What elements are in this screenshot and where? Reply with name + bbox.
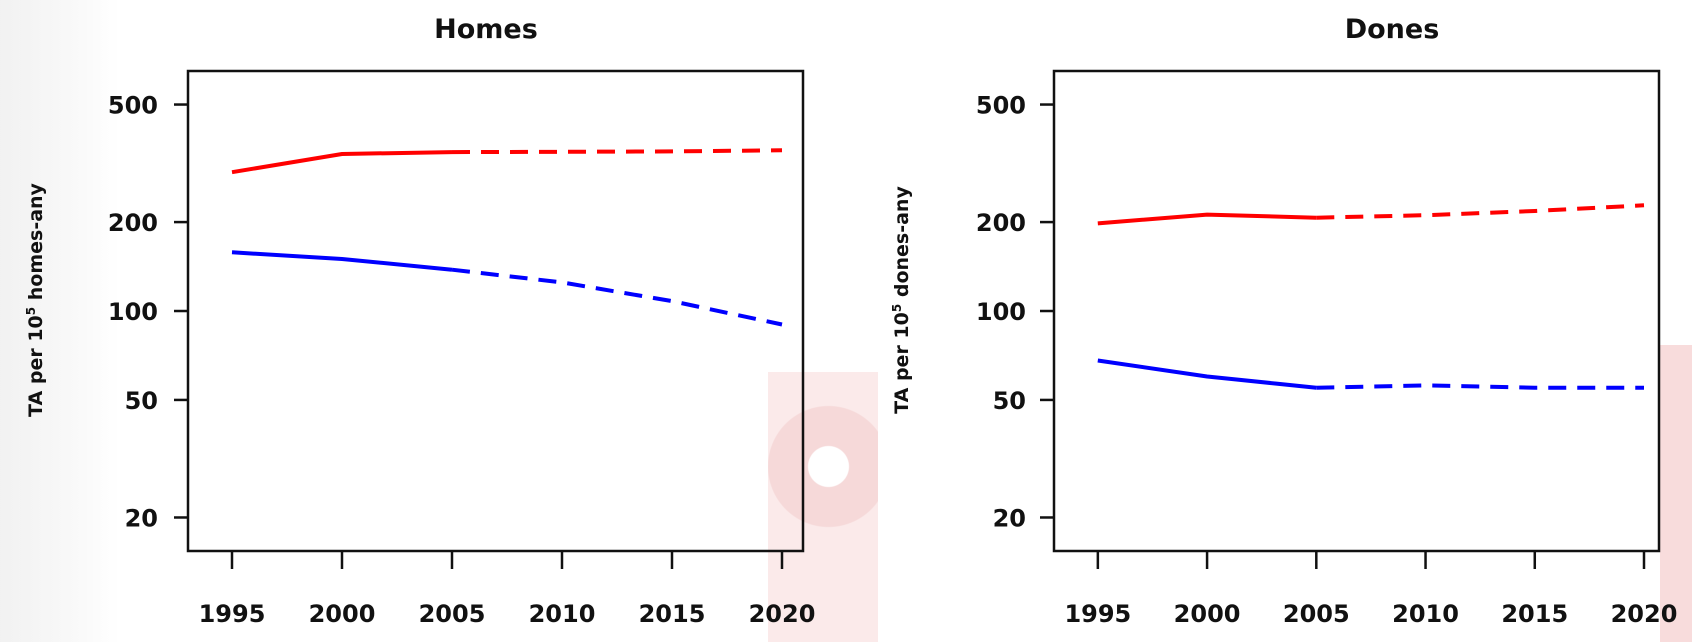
chart-panel-dones: Dones TA per 105 dones-any 20 50 100 200 500… [890,14,1677,628]
series-group [1097,203,1645,390]
y-tick-label: 20 [993,504,1026,532]
blue-series-line-solid [231,250,453,272]
chart-title: Dones [1345,14,1440,45]
plot-frame [1052,69,1661,553]
y-axis-ticks: 20 50 100 200 500 [976,92,1054,532]
red-series-line-solid [231,150,453,175]
y-tick-label: 20 [125,504,158,532]
chart-title: Homes [434,14,538,45]
x-tick-label: 2015 [639,600,706,628]
x-tick-label: 2020 [749,600,816,628]
x-tick-label: 2000 [309,600,376,628]
y-tick-label: 500 [108,92,158,120]
y-tick-label: 100 [108,298,158,326]
x-axis-ticks: 1995 2000 2005 2010 2015 2020 [1064,551,1677,628]
x-tick-label: 1995 [1064,600,1131,628]
x-tick-label: 2005 [1283,600,1350,628]
y-axis-ticks: 20 50 100 200 500 [108,92,188,532]
red-series-line-dashed [1316,203,1645,220]
blue-series-line-solid [1097,358,1317,390]
y-tick-label: 200 [976,209,1026,237]
x-tick-label: 1995 [199,600,266,628]
series-group [231,148,783,327]
x-tick-label: 2015 [1501,600,1568,628]
blue-series-line-dashed [451,267,783,327]
x-tick-label: 2020 [1611,600,1678,628]
x-tick-label: 2010 [1392,600,1459,628]
y-tick-label: 50 [125,387,158,415]
y-axis-label: TA per 105 dones-any [890,186,913,414]
y-tick-label: 100 [976,298,1026,326]
y-tick-label: 200 [108,209,158,237]
y-axis-label: TA per 105 homes-any [24,182,47,416]
red-series-line-dashed [451,148,783,155]
red-series-line-solid [1097,212,1317,226]
blue-series-line-dashed [1316,383,1644,390]
x-tick-label: 2000 [1174,600,1241,628]
x-tick-label: 2005 [419,600,486,628]
x-tick-label: 2010 [529,600,596,628]
chart-panel-homes: Homes TA per 105 homes-any 20 50 100 200 500… [24,14,815,628]
x-axis-ticks: 1995 2000 2005 2010 2015 2020 [199,551,816,628]
y-tick-label: 500 [976,92,1026,120]
y-tick-label: 50 [993,387,1026,415]
